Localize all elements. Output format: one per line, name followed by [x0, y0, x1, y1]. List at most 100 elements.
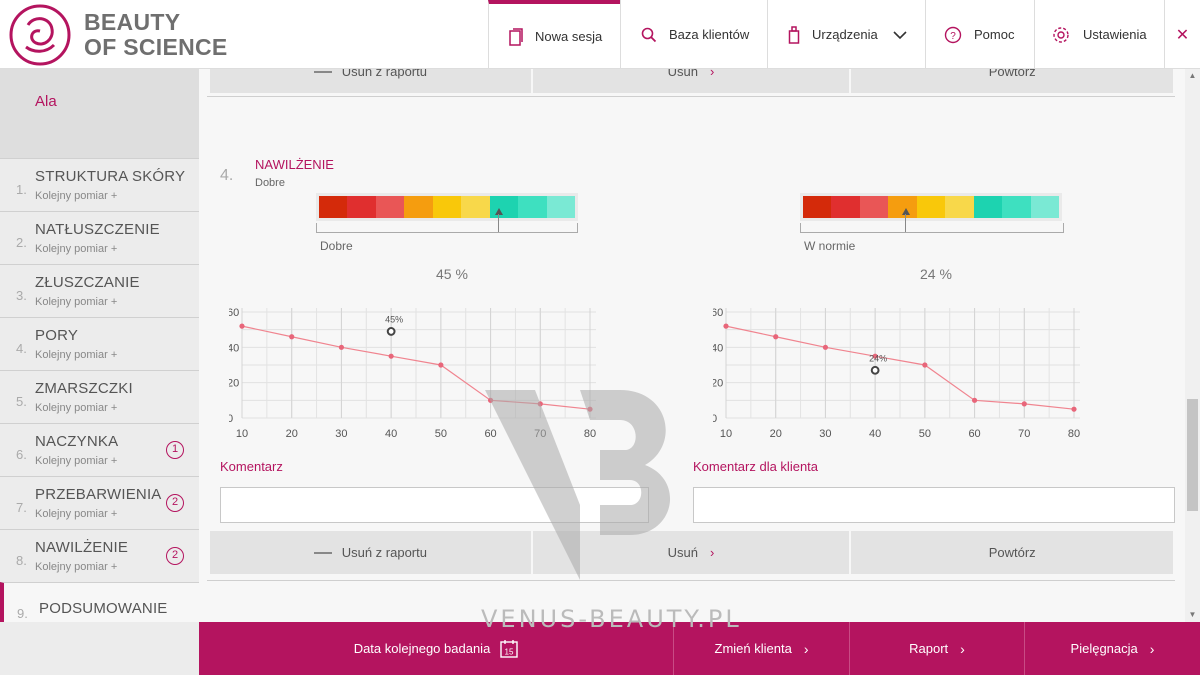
next-exam-date-button[interactable]: Data kolejnego badania 15 — [199, 622, 673, 675]
y-tick-label: 60 — [229, 307, 239, 319]
measurement-marker — [870, 365, 880, 375]
divider — [207, 580, 1175, 581]
sidebar-item-1[interactable]: 1. STRUKTURA SKÓRY Kolejny pomiar + — [0, 158, 199, 211]
sidebar-item-sub[interactable]: Kolejny pomiar + — [35, 561, 118, 573]
sidebar-item-sub[interactable]: Kolejny pomiar + — [35, 243, 118, 255]
chevron-right-icon: › — [960, 640, 965, 657]
data-point — [872, 353, 878, 359]
client-comment-input[interactable] — [693, 487, 1175, 523]
data-point — [1021, 401, 1027, 407]
sidebar-item-number: 7. — [16, 500, 27, 515]
data-point — [922, 362, 928, 368]
search-icon — [641, 27, 657, 42]
calendar-icon: 15 — [500, 640, 518, 658]
x-tick-label: 20 — [770, 428, 782, 440]
sidebar-item-sub[interactable]: Kolejny pomiar + — [35, 455, 118, 467]
top-action-strip: Usuń z raportu Usuń › Powtórz — [210, 69, 1175, 93]
sidebar-item-4[interactable]: 4. PORY Kolejny pomiar + — [0, 317, 199, 370]
data-point — [388, 353, 394, 359]
x-tick-label: 10 — [720, 428, 732, 440]
sidebar-item-6[interactable]: 6. NACZYNKA Kolejny pomiar + 1 — [0, 423, 199, 476]
scale-segment — [1030, 196, 1059, 218]
x-tick-label: 50 — [919, 428, 931, 440]
sidebar-item-sub[interactable]: Kolejny pomiar + — [35, 349, 118, 361]
scale-segment — [888, 196, 917, 218]
sidebar-item-number: 1. — [16, 182, 27, 197]
scroll-down-icon[interactable]: ▼ — [1188, 610, 1197, 619]
sidebar-item-title: PORY — [35, 327, 79, 344]
close-icon[interactable]: ✕ — [1164, 0, 1200, 69]
sidebar-item-sub[interactable]: Kolejny pomiar + — [35, 296, 118, 308]
sidebar-item-7[interactable]: 7. PRZEBARWIENIA Kolejny pomiar + 2 — [0, 476, 199, 529]
repeat-button[interactable]: Powtórz — [851, 69, 1174, 93]
sidebar-item-sub[interactable]: Kolejny pomiar + — [35, 508, 118, 520]
sidebar-item-number: 8. — [16, 553, 27, 568]
scale-segment — [375, 196, 405, 218]
remove-from-report-button[interactable]: Usuń z raportu — [210, 69, 531, 93]
y-tick-label: 0 — [229, 413, 233, 425]
change-client-button[interactable]: Zmień klienta › — [673, 622, 849, 675]
right-scale-bracket — [800, 223, 1064, 233]
sidebar-item-title: PRZEBARWIENIA — [35, 486, 162, 503]
right-scale-tick — [905, 214, 906, 233]
svg-text:?: ? — [950, 31, 956, 42]
sidebar-item-number: 6. — [16, 447, 27, 462]
scrollbar[interactable]: ▲ ▼ — [1185, 69, 1200, 622]
client-name: Ala — [35, 93, 57, 110]
data-point — [822, 344, 829, 350]
data-point — [971, 397, 978, 403]
x-tick-label: 20 — [286, 428, 298, 440]
sidebar-item-sub[interactable]: Kolejny pomiar + — [35, 190, 118, 202]
care-button[interactable]: Pielęgnacja › — [1024, 622, 1200, 675]
y-tick-label: 40 — [713, 342, 723, 354]
comment-label: Komentarz — [220, 459, 283, 474]
nav-client-base-label: Baza klientów — [669, 27, 750, 42]
next-exam-label: Data kolejnego badania — [353, 641, 491, 656]
nav-devices[interactable]: Urządzenia — [767, 0, 925, 69]
nav-settings[interactable]: Ustawienia — [1034, 0, 1164, 69]
sidebar-item-title: ZMARSZCZKI — [35, 380, 133, 397]
data-point — [338, 344, 345, 350]
sidebar-item-title: NATŁUSZCZENIE — [35, 221, 160, 238]
y-tick-label: 20 — [229, 378, 239, 390]
sidebar-item-sub[interactable]: Kolejny pomiar + — [35, 402, 118, 414]
x-tick-label: 80 — [1068, 428, 1080, 440]
scale-segment — [1002, 196, 1031, 218]
sidebar-item-number: 5. — [16, 394, 27, 409]
chevron-right-icon: › — [803, 640, 809, 657]
scroll-thumb[interactable] — [1187, 399, 1198, 511]
watermark-logo-icon — [485, 390, 671, 580]
x-tick-label: 60 — [968, 428, 980, 440]
sidebar-item-2[interactable]: 2. NATŁUSZCZENIE Kolejny pomiar + — [0, 211, 199, 264]
nav-client-base[interactable]: Baza klientów — [620, 0, 767, 69]
right-percent-value: 24 % — [920, 266, 952, 282]
help-icon: ? — [944, 26, 962, 43]
delete-button[interactable]: Usuń › — [532, 531, 850, 574]
x-tick-label: 10 — [236, 428, 248, 440]
scale-segment — [945, 196, 974, 218]
brand-logo-icon — [9, 4, 71, 66]
sidebar-item-8[interactable]: 8. NAWILŻENIE Kolejny pomiar + 2 — [0, 529, 199, 582]
sidebar-item-3[interactable]: 3. ZŁUSZCZANIE Kolejny pomiar + — [0, 264, 199, 317]
sidebar-item-title: ZŁUSZCZANIE — [35, 274, 140, 291]
x-tick-label: 80 — [584, 428, 596, 440]
scale-segment — [546, 196, 575, 218]
tablet-icon — [509, 27, 523, 46]
series-line — [725, 325, 1075, 410]
scroll-up-icon[interactable]: ▲ — [1188, 71, 1197, 80]
report-button[interactable]: Raport › — [849, 622, 1024, 675]
y-tick-label: 0 — [713, 413, 717, 425]
delete-button[interactable]: Usuń › — [532, 69, 850, 93]
nav-new-session[interactable]: Nowa sesja — [488, 0, 620, 69]
section-title: NAWILŻENIE — [255, 157, 334, 172]
data-point — [239, 323, 245, 329]
sidebar-item-number: 2. — [16, 235, 27, 250]
sidebar-item-5[interactable]: 5. ZMARSZCZKI Kolejny pomiar + — [0, 370, 199, 423]
nav-help[interactable]: ? Pomoc — [925, 0, 1034, 69]
y-tick-label: 60 — [713, 307, 723, 319]
remove-from-report-button[interactable]: Usuń z raportu — [210, 531, 531, 574]
x-tick-label: 50 — [435, 428, 447, 440]
data-point — [289, 334, 295, 340]
device-icon — [788, 25, 800, 44]
repeat-button[interactable]: Powtórz — [851, 531, 1174, 574]
